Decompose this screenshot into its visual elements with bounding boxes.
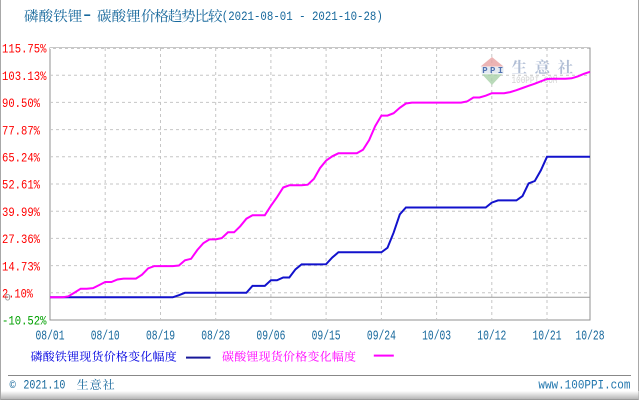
svg-text:10/28: 10/28 bbox=[576, 330, 605, 345]
svg-text:09/06: 09/06 bbox=[256, 330, 285, 345]
svg-text:08/01: 08/01 bbox=[36, 330, 65, 345]
svg-text:09/15: 09/15 bbox=[312, 330, 341, 345]
svg-text:52.61%: 52.61% bbox=[2, 178, 40, 193]
svg-text:10/21: 10/21 bbox=[533, 330, 562, 345]
svg-text:0: 0 bbox=[5, 292, 11, 304]
svg-text:08/19: 08/19 bbox=[146, 330, 175, 345]
svg-text:100PPI.COM: 100PPI.COM bbox=[512, 75, 558, 87]
svg-text:www.100PPI.com: www.100PPI.com bbox=[538, 378, 630, 393]
svg-text:39.99%: 39.99% bbox=[2, 205, 40, 220]
svg-text:09/24: 09/24 bbox=[367, 330, 396, 345]
svg-text:115.75%: 115.75% bbox=[2, 42, 47, 57]
svg-text:10/03: 10/03 bbox=[422, 330, 451, 345]
svg-text:10/12: 10/12 bbox=[477, 330, 506, 345]
svg-text:08/28: 08/28 bbox=[201, 330, 230, 345]
svg-text:2.10%: 2.10% bbox=[2, 287, 33, 302]
svg-text:08/10: 08/10 bbox=[91, 330, 120, 345]
svg-text:2021.10: 2021.10 bbox=[23, 378, 65, 393]
svg-text:(2021-08-01 - 2021-10-28): (2021-08-01 - 2021-10-28) bbox=[222, 10, 383, 24]
svg-text:14.73%: 14.73% bbox=[2, 259, 40, 274]
svg-text:65.24%: 65.24% bbox=[2, 151, 40, 166]
svg-text:103.13%: 103.13% bbox=[2, 69, 47, 84]
svg-text:PPI: PPI bbox=[482, 66, 503, 76]
svg-text:90.50%: 90.50% bbox=[2, 96, 40, 111]
svg-text:27.36%: 27.36% bbox=[2, 232, 40, 247]
svg-text:-10.52%: -10.52% bbox=[2, 314, 47, 329]
svg-text:©: © bbox=[10, 380, 17, 392]
svg-text:77.87%: 77.87% bbox=[2, 123, 40, 138]
